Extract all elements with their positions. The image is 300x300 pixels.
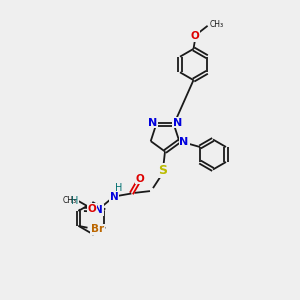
Text: N: N [94, 205, 103, 215]
Text: N: N [173, 118, 182, 128]
Text: O: O [88, 203, 96, 214]
Text: S: S [158, 164, 167, 177]
Text: N: N [179, 137, 189, 147]
Text: O: O [190, 31, 200, 41]
Text: H: H [71, 196, 78, 206]
Text: H: H [115, 183, 122, 193]
Text: CH₃: CH₃ [209, 20, 224, 29]
Text: CH₃: CH₃ [62, 196, 76, 205]
Text: N: N [110, 191, 118, 202]
Text: O: O [135, 173, 144, 184]
Text: N: N [148, 118, 157, 128]
Text: Br: Br [91, 224, 104, 235]
